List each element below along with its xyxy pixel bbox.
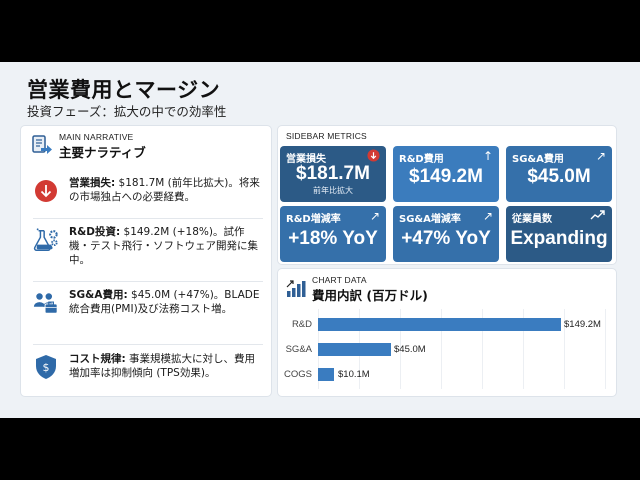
flask-gears-icon xyxy=(33,227,59,253)
narrative-item-text: $45.0M (+47%)。BLADE統合費用(PMI)及び法務コスト増。 xyxy=(69,289,260,315)
narrative-item-text: $149.2M (+18%)。試作機・テスト飛行・ソフトウェア開発に集中。 xyxy=(69,226,258,266)
divider xyxy=(33,344,263,345)
narrative-title: 主要ナラティブ xyxy=(59,145,146,160)
narrative-item-cost-discipline: $ コスト規律: 事業規模拡大に対し、費用増加率は抑制傾向 (TPS効果)。 xyxy=(33,352,263,380)
metric-label: 営業損失 xyxy=(286,154,326,165)
narrative-item-label: 営業損失: xyxy=(69,177,116,189)
chart-card: CHART DATA 費用内訳 (百万ドル) R&D $149.2M SG&A … xyxy=(277,268,617,397)
bar-rd xyxy=(318,318,561,331)
metric-label: SG&A費用 xyxy=(512,154,564,165)
slide: 営業費用とマージン 投資フェーズ：拡大の中での効率性 MAIN NARRATIV… xyxy=(0,62,640,418)
arrow-up-right-icon: ↗ xyxy=(595,149,606,163)
metric-headcount: 従業員数 Expanding xyxy=(506,206,612,262)
narrative-item-text: $181.7M (前年比拡大)。将来の市場独占への必要経費。 xyxy=(69,177,260,203)
page-title: 営業費用とマージン xyxy=(27,78,221,102)
bar-sga xyxy=(318,343,391,356)
metric-value: $181.7M xyxy=(296,163,370,184)
bar-chart: R&D $149.2M SG&A $45.0M COGS $10.1M xyxy=(284,309,608,389)
bar-value-label: $149.2M xyxy=(564,319,601,330)
chart-title: 費用内訳 (百万ドル) xyxy=(312,288,428,303)
document-arrow-icon xyxy=(31,134,53,160)
bar-value-label: $10.1M xyxy=(338,369,370,380)
narrative-item-label: コスト規律: xyxy=(69,353,126,365)
arrow-up-right-icon: ↗ xyxy=(482,209,493,223)
arrow-down-circle-icon xyxy=(33,178,59,204)
arrow-down-circle-icon xyxy=(367,149,380,165)
metric-value: Expanding xyxy=(510,228,608,249)
bar-value-label: $45.0M xyxy=(394,344,426,355)
metric-label: SG&A増減率 xyxy=(399,214,461,225)
metrics-kicker: SIDEBAR METRICS xyxy=(286,131,367,141)
narrative-item-sga: SG&A費用: $45.0M (+47%)。BLADE統合費用(PMI)及び法務… xyxy=(33,288,263,316)
metric-label: R&D増減率 xyxy=(286,214,341,225)
narrative-item-label: SG&A費用: xyxy=(69,289,128,301)
trend-up-icon xyxy=(590,209,606,224)
gridline xyxy=(482,309,483,389)
people-briefcase-icon xyxy=(33,290,59,316)
narrative-item-rd: R&D投資: $149.2M (+18%)。試作機・テスト飛行・ソフトウェア開発… xyxy=(33,225,263,267)
arrow-up-right-icon: ↗ xyxy=(369,209,380,223)
page-subtitle: 投資フェーズ：拡大の中での効率性 xyxy=(27,104,227,119)
metric-sga-expense: SG&A費用 ↗ $45.0M xyxy=(506,146,612,202)
narrative-item-label: R&D投資: xyxy=(69,226,121,238)
metric-label: R&D費用 xyxy=(399,154,444,165)
main-narrative-card: MAIN NARRATIVE 主要ナラティブ 営業損失: $181.7M (前年… xyxy=(20,125,272,397)
metric-subtext: 前年比拡大 xyxy=(313,186,353,195)
metric-value: +47% YoY xyxy=(401,228,491,249)
bar-cogs xyxy=(318,368,334,381)
divider xyxy=(33,218,263,219)
gridline xyxy=(441,309,442,389)
divider xyxy=(33,281,263,282)
metric-value: $149.2M xyxy=(409,166,483,187)
category-label: COGS xyxy=(284,369,312,380)
narrative-kicker: MAIN NARRATIVE xyxy=(59,132,134,142)
bar-chart-icon xyxy=(286,278,306,302)
narrative-item-operating-loss: 営業損失: $181.7M (前年比拡大)。将来の市場独占への必要経費。 xyxy=(33,176,263,204)
narrative-item-text: 事業規模拡大に対し、費用増加率は抑制傾向 (TPS効果)。 xyxy=(69,353,256,379)
shield-dollar-icon: $ xyxy=(33,354,59,380)
metric-rd-growth: R&D増減率 ↗ +18% YoY xyxy=(280,206,386,262)
category-label: SG&A xyxy=(285,344,312,355)
arrow-up-icon: ↑ xyxy=(482,149,493,163)
metric-sga-growth: SG&A増減率 ↗ +47% YoY xyxy=(393,206,499,262)
sidebar-metrics-card: SIDEBAR METRICS 営業損失 $181.7M 前年比拡大 R&D費用… xyxy=(277,125,617,265)
metric-value: $45.0M xyxy=(527,166,591,187)
gridline xyxy=(564,309,565,389)
chart-kicker: CHART DATA xyxy=(312,275,367,285)
gridline xyxy=(523,309,524,389)
metric-rd-expense: R&D費用 ↑ $149.2M xyxy=(393,146,499,202)
gridline xyxy=(400,309,401,389)
metric-value: +18% YoY xyxy=(288,228,378,249)
gridline xyxy=(605,309,606,389)
metric-operating-loss: 営業損失 $181.7M 前年比拡大 xyxy=(280,146,386,202)
svg-text:$: $ xyxy=(43,361,50,374)
category-label: R&D xyxy=(291,319,312,330)
metric-label: 従業員数 xyxy=(512,214,552,225)
